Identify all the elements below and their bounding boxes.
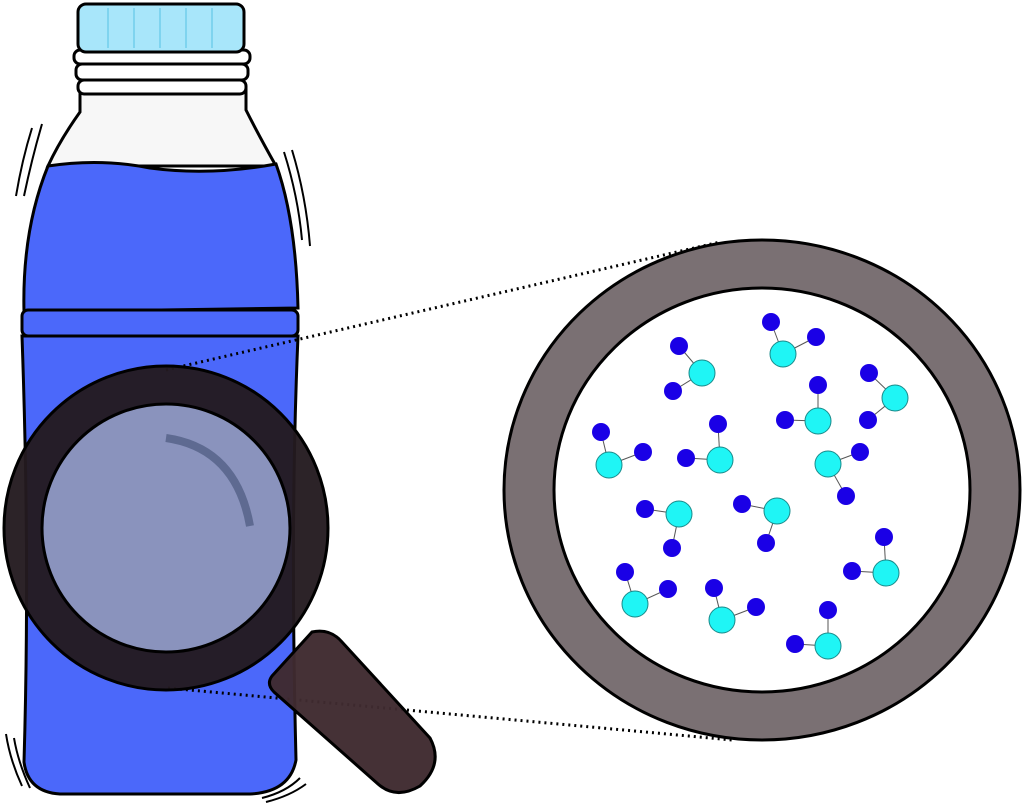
water-molecule (705, 579, 765, 634)
hydrogen-atom (705, 579, 723, 597)
oxygen-atom (621, 590, 649, 618)
water-molecule (733, 495, 791, 552)
water-molecule (664, 337, 716, 400)
hydrogen-atom (837, 487, 855, 505)
hydrogen-atom (875, 528, 893, 546)
water-molecule (859, 364, 909, 429)
hydrogen-atom (809, 376, 827, 394)
water-molecule (843, 528, 900, 587)
hydrogen-atom (634, 443, 652, 461)
bottle-band (20, 308, 300, 338)
hydrogen-atom (709, 415, 727, 433)
oxygen-atom (804, 407, 832, 435)
water-molecule (592, 423, 652, 479)
hydrogen-atom (819, 601, 837, 619)
hydrogen-atom (843, 562, 861, 580)
oxygen-atom (872, 559, 900, 587)
lens-glint (165, 434, 254, 527)
water-molecule (677, 415, 734, 474)
hydrogen-atom (860, 364, 878, 382)
hydrogen-atom (592, 423, 610, 441)
neck-ring-low (76, 78, 248, 96)
oxygen-atom (769, 340, 797, 368)
hydrogen-atom (747, 598, 765, 616)
hydrogen-atom (670, 337, 688, 355)
oxygen-atom (706, 446, 734, 474)
molecules (592, 313, 909, 660)
hydrogen-atom (664, 382, 682, 400)
oxygen-atom (708, 606, 736, 634)
water-molecule (636, 500, 693, 557)
oxygen-atom (595, 451, 623, 479)
oxygen-atom (763, 497, 791, 525)
water-molecule (616, 563, 677, 618)
neck-ring-mid (74, 62, 250, 82)
oxygen-atom (688, 359, 716, 387)
oxygen-atom (665, 500, 693, 528)
water-molecule (762, 313, 825, 368)
bottle-neck (45, 88, 279, 168)
hydrogen-atom (807, 328, 825, 346)
zoom-lines (165, 240, 733, 742)
hydrogen-atom (757, 534, 775, 552)
zoom-line-bottom (167, 686, 733, 742)
magnifier-handle (267, 629, 437, 794)
shake-marks (5, 123, 311, 803)
bottle-liquid-upper (22, 160, 300, 314)
hydrogen-atom (636, 500, 654, 518)
hydrogen-atom (776, 411, 794, 429)
magnifying-glass (2, 364, 437, 794)
hydrogen-atom (786, 635, 804, 653)
hydrogen-atom (616, 563, 634, 581)
hydrogen-atom (659, 580, 677, 598)
water-molecule (786, 601, 842, 660)
oxygen-atom (881, 384, 909, 412)
hydrogen-atom (859, 411, 877, 429)
hydrogen-atom (733, 495, 751, 513)
hydrogen-atom (677, 449, 695, 467)
hydrogen-atom (762, 313, 780, 331)
oxygen-atom (814, 450, 842, 478)
magnified-view (502, 238, 1022, 742)
cap-ridges (107, 8, 213, 48)
hydrogen-atom (663, 539, 681, 557)
oxygen-atom (814, 632, 842, 660)
water-molecule (814, 443, 869, 505)
water-molecule (776, 376, 832, 435)
magnified-window (552, 286, 972, 694)
hydrogen-atom (851, 443, 869, 461)
